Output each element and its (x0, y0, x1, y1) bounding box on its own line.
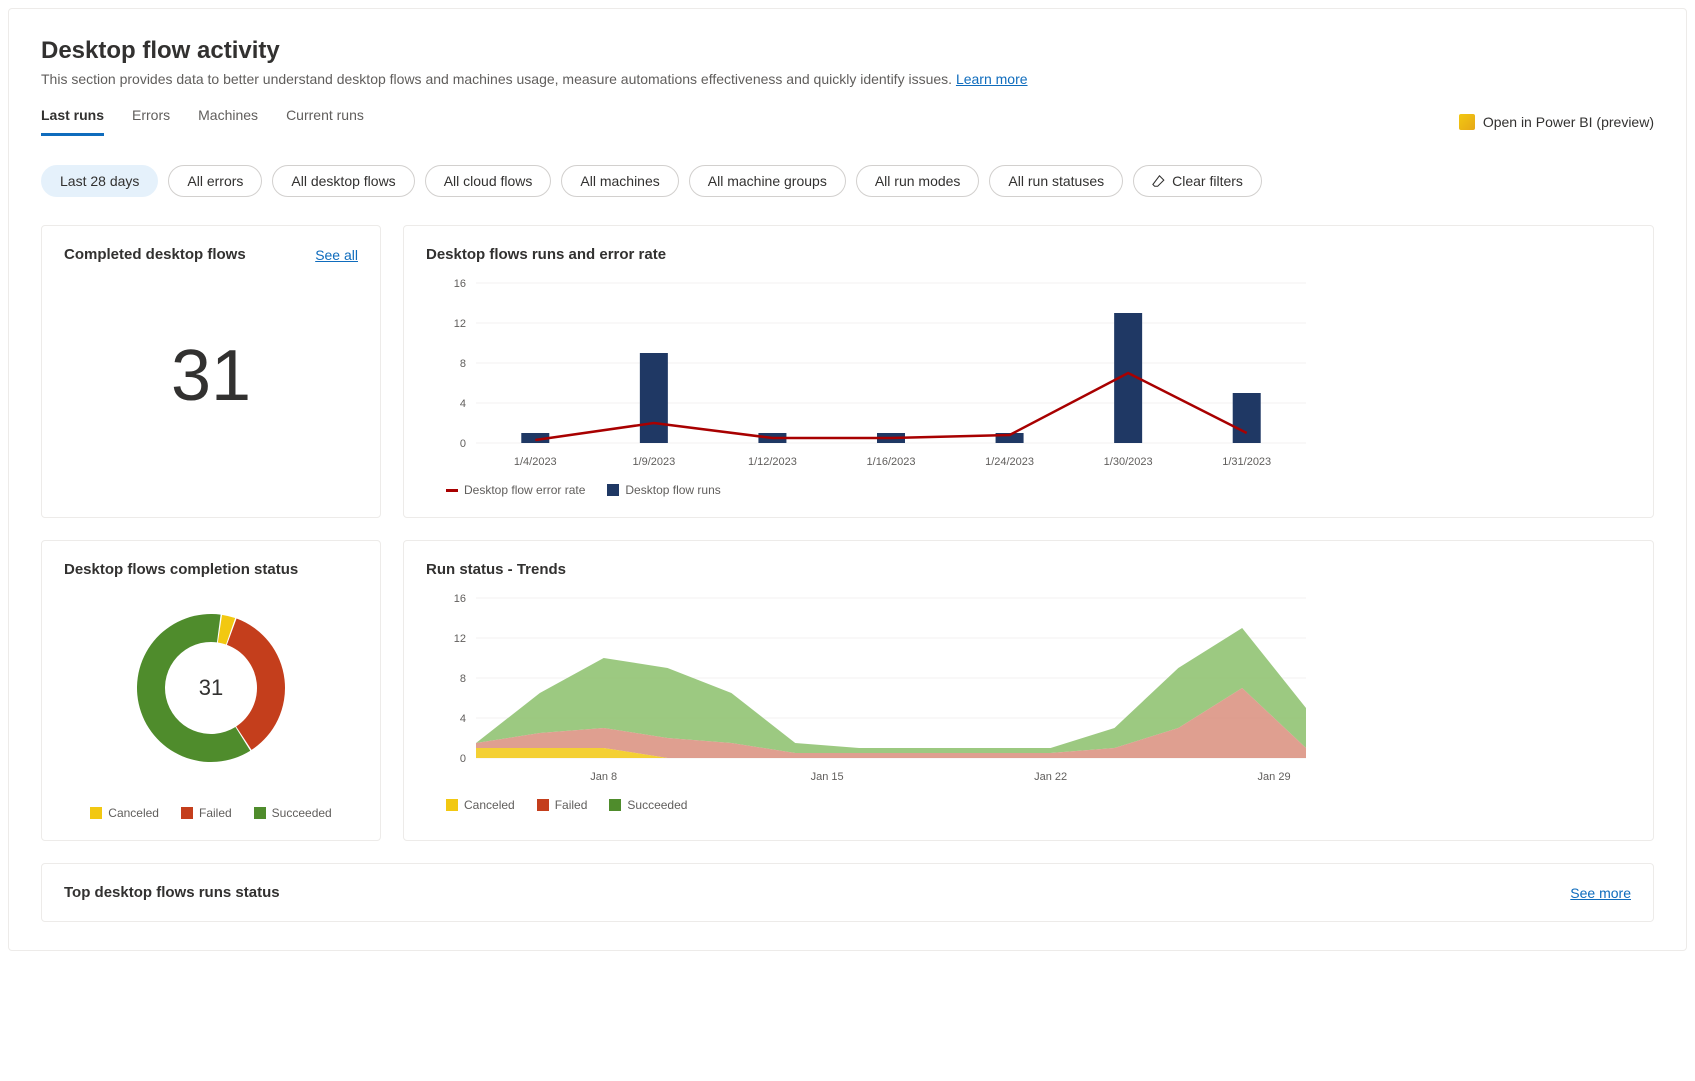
tabs: Last runs Errors Machines Current runs (41, 107, 364, 136)
eraser-icon (1152, 174, 1166, 188)
svg-text:31: 31 (199, 675, 223, 700)
svg-text:Jan 15: Jan 15 (811, 771, 844, 783)
tab-machines[interactable]: Machines (198, 107, 258, 136)
svg-text:1/24/2023: 1/24/2023 (985, 456, 1034, 468)
subtitle-text: This section provides data to better und… (41, 71, 952, 87)
completed-flows-title: Completed desktop flows (64, 246, 246, 263)
page-subtitle: This section provides data to better und… (41, 71, 1654, 87)
svg-text:1/4/2023: 1/4/2023 (514, 456, 557, 468)
svg-text:8: 8 (460, 673, 466, 685)
svg-text:12: 12 (454, 318, 466, 330)
powerbi-icon (1459, 114, 1475, 130)
svg-text:Jan 29: Jan 29 (1258, 771, 1291, 783)
filter-pill[interactable]: All machines (561, 165, 678, 197)
completed-flows-value: 31 (64, 275, 358, 477)
see-more-link[interactable]: See more (1570, 885, 1631, 901)
runs-error-chart-title: Desktop flows runs and error rate (426, 246, 1631, 263)
svg-text:1/9/2023: 1/9/2023 (632, 456, 675, 468)
trends-area-chart: 0 4 8 12 16 Jan 8 Jan 15 Jan 22 Jan 29 (426, 578, 1326, 788)
legend-item: Desktop flow error rate (446, 483, 585, 497)
clear-filters-button[interactable]: Clear filters (1133, 165, 1262, 197)
svg-text:4: 4 (460, 713, 466, 725)
svg-text:16: 16 (454, 278, 466, 290)
legend-item: Canceled (90, 806, 159, 820)
legend-item: Failed (181, 806, 232, 820)
see-all-link[interactable]: See all (315, 247, 358, 263)
legend-item: Failed (537, 798, 588, 812)
trends-chart-card: Run status - Trends 0 4 8 12 16 Jan 8 Jan 15 Ja… (403, 540, 1654, 841)
legend-item: Succeeded (609, 798, 687, 812)
svg-text:0: 0 (460, 438, 466, 450)
svg-text:4: 4 (460, 398, 466, 410)
trends-chart-title: Run status - Trends (426, 561, 1631, 578)
filter-pill[interactable]: All desktop flows (272, 165, 414, 197)
completed-flows-card: Completed desktop flows See all 31 (41, 225, 381, 518)
legend-item: Desktop flow runs (607, 483, 720, 497)
top-flows-card: Top desktop flows runs status See more (41, 863, 1654, 922)
learn-more-link[interactable]: Learn more (956, 71, 1028, 87)
legend-item: Canceled (446, 798, 515, 812)
svg-text:1/12/2023: 1/12/2023 (748, 456, 797, 468)
svg-text:Jan 22: Jan 22 (1034, 771, 1067, 783)
filter-pill[interactable]: All run statuses (989, 165, 1123, 197)
svg-text:Jan 8: Jan 8 (590, 771, 617, 783)
completion-donut-chart: 31 (111, 588, 311, 788)
runs-error-chart-card: Desktop flows runs and error rate 0 4 8 12 1… (403, 225, 1654, 518)
filter-pill[interactable]: All cloud flows (425, 165, 552, 197)
top-flows-title: Top desktop flows runs status (64, 884, 280, 901)
completion-status-card: Desktop flows completion status 31 Cance… (41, 540, 381, 841)
completion-status-legend: Canceled Failed Succeeded (90, 806, 331, 820)
filter-pill[interactable]: Last 28 days (41, 165, 158, 197)
svg-text:1/30/2023: 1/30/2023 (1104, 456, 1153, 468)
runs-error-legend: Desktop flow error rate Desktop flow runs (426, 483, 1631, 497)
svg-text:1/31/2023: 1/31/2023 (1222, 456, 1271, 468)
powerbi-label: Open in Power BI (preview) (1483, 114, 1654, 130)
svg-text:8: 8 (460, 358, 466, 370)
completion-status-title: Desktop flows completion status (64, 561, 358, 578)
svg-text:12: 12 (454, 633, 466, 645)
open-powerbi-button[interactable]: Open in Power BI (preview) (1459, 114, 1654, 130)
filter-pill[interactable]: All errors (168, 165, 262, 197)
page-title: Desktop flow activity (41, 37, 1654, 65)
filter-pill[interactable]: All run modes (856, 165, 980, 197)
svg-text:16: 16 (454, 593, 466, 605)
filters-row: Last 28 days All errors All desktop flows A… (41, 165, 1654, 197)
tab-errors[interactable]: Errors (132, 107, 170, 136)
tab-last-runs[interactable]: Last runs (41, 107, 104, 136)
legend-item: Succeeded (254, 806, 332, 820)
filter-pill[interactable]: All machine groups (689, 165, 846, 197)
svg-text:0: 0 (460, 753, 466, 765)
runs-error-chart: 0 4 8 12 16 1/4/2023 1/9/2023 1/12/2023 1/16/202… (426, 263, 1326, 473)
svg-text:1/16/2023: 1/16/2023 (867, 456, 916, 468)
tab-current-runs[interactable]: Current runs (286, 107, 364, 136)
trends-legend: Canceled Failed Succeeded (426, 798, 1631, 812)
